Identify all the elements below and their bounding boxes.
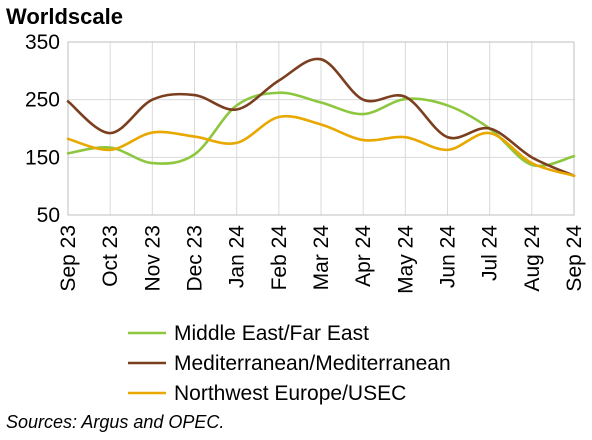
legend: Middle East/Far East Mediterranean/Medite… <box>128 322 451 405</box>
series-line-2 <box>66 57 576 178</box>
x-tick-label: Jun 24 <box>437 225 460 288</box>
legend-label-2: Mediterranean/Mediterranean <box>174 352 451 375</box>
series-lines <box>66 57 576 178</box>
y-tick-label: 350 <box>25 31 60 54</box>
x-tick-label: Jul 24 <box>479 225 502 281</box>
x-tick-label: Oct 23 <box>99 225 122 287</box>
plot-border <box>67 41 575 216</box>
y-axis-title: Worldscale <box>6 4 123 29</box>
grid <box>67 41 575 216</box>
x-tick-label: Apr 24 <box>352 225 375 287</box>
y-tick-label: 150 <box>25 146 60 169</box>
y-tick-label: 50 <box>37 204 60 227</box>
x-tick-label: Jan 24 <box>226 225 249 288</box>
x-tick-label: Mar 24 <box>310 225 333 291</box>
x-tick-label: Nov 23 <box>141 225 164 292</box>
x-tick-label: Dec 23 <box>184 225 207 292</box>
x-tick-label: May 24 <box>394 225 417 294</box>
legend-label-3: Northwest Europe/USEC <box>174 382 406 405</box>
legend-label-1: Middle East/Far East <box>174 322 369 345</box>
x-tick-label: Sep 24 <box>563 225 586 292</box>
y-tick-label: 250 <box>25 89 60 112</box>
plot-frame <box>67 41 575 216</box>
y-tick-labels: 50 150 250 350 <box>25 31 60 227</box>
x-tick-label: Feb 24 <box>268 225 291 291</box>
source-note: Sources: Argus and OPEC. <box>6 412 224 432</box>
x-tick-label: Aug 24 <box>521 225 544 292</box>
x-tick-label: Sep 23 <box>57 225 80 292</box>
x-tick-labels: Sep 23 Oct 23 Nov 23 Dec 23 Jan 24 Feb 24 Mar … <box>57 225 586 294</box>
series-line-3 <box>66 114 576 178</box>
